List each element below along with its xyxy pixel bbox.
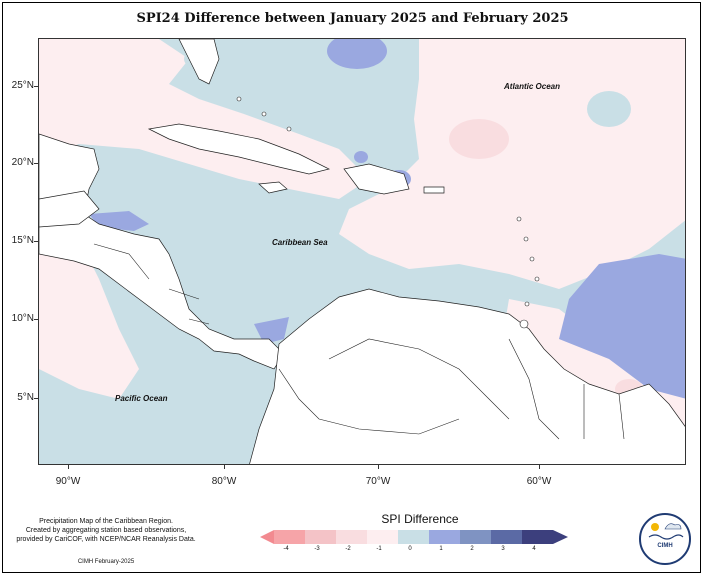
legend-tick-3: -1 bbox=[376, 546, 382, 552]
tick-lat-5 bbox=[34, 398, 38, 399]
land-hispaniola bbox=[343, 163, 410, 195]
legend-bar bbox=[260, 530, 568, 544]
spi-map bbox=[38, 38, 686, 465]
land-florida bbox=[178, 39, 220, 85]
legend-tick-2: -2 bbox=[345, 546, 351, 552]
map-title: SPI24 Difference between January 2025 an… bbox=[136, 11, 569, 26]
zone-positive-atlantic-east bbox=[559, 254, 685, 399]
border-suriname bbox=[583, 384, 625, 440]
land-bahamas-3 bbox=[286, 126, 292, 132]
land-lesser-antilles-4 bbox=[534, 276, 540, 282]
lat-label-10: 10°N bbox=[11, 313, 34, 324]
zone-positive-north bbox=[327, 39, 387, 69]
lon-label-80: 80°W bbox=[211, 476, 237, 487]
map-canvas bbox=[39, 39, 685, 464]
land-lesser-antilles-3 bbox=[529, 256, 535, 262]
legend-arrow-left bbox=[260, 530, 274, 544]
land-bahamas-2 bbox=[261, 111, 267, 117]
zone-positive-cuba bbox=[354, 151, 368, 163]
map-description: Precipitation Map of the Caribbean Regio… bbox=[8, 517, 204, 544]
legend-swatch-4 bbox=[398, 530, 429, 544]
lat-label-25: 25°N bbox=[11, 80, 34, 91]
tick-lon-60 bbox=[539, 465, 540, 469]
legend-tick-5: 1 bbox=[439, 546, 443, 552]
legend-swatch-1 bbox=[305, 530, 336, 544]
legend-tick-4: 0 bbox=[408, 546, 412, 552]
legend-tick-0: -4 bbox=[283, 546, 289, 552]
lon-label-70: 70°W bbox=[365, 476, 391, 487]
legend-tick-6: 2 bbox=[470, 546, 474, 552]
land-bahamas-1 bbox=[236, 96, 242, 102]
zone-pos-3 bbox=[181, 169, 217, 189]
legend-swatch-3 bbox=[367, 530, 398, 544]
legend-swatch-2 bbox=[336, 530, 367, 544]
legend-title: SPI Difference bbox=[381, 512, 459, 526]
border-colombia bbox=[278, 368, 460, 435]
cimh-logo: CIMH bbox=[639, 513, 691, 565]
land-lesser-antilles-5 bbox=[524, 301, 530, 307]
land-south-america bbox=[249, 288, 685, 464]
zone-negative-mexico bbox=[39, 224, 139, 399]
tick-lat-20 bbox=[34, 163, 38, 164]
zone-negative-patch-1 bbox=[449, 119, 509, 159]
land-puerto-rico bbox=[423, 186, 445, 194]
logo-emblem-icon bbox=[648, 523, 684, 540]
zone-positive-panama bbox=[254, 317, 289, 344]
tick-lat-10 bbox=[34, 319, 38, 320]
land-lesser-antilles-1 bbox=[516, 216, 522, 222]
legend-swatch-0 bbox=[274, 530, 305, 544]
lat-label-20: 20°N bbox=[11, 157, 34, 168]
legend-tick-1: -3 bbox=[314, 546, 320, 552]
label-caribbean-sea: Caribbean Sea bbox=[272, 238, 328, 247]
note-line-2: Created by aggregating station based obs… bbox=[25, 527, 187, 534]
border-central bbox=[93, 243, 210, 325]
border-venezuela bbox=[328, 338, 510, 420]
border-guyana bbox=[508, 338, 560, 440]
legend-swatch-7 bbox=[491, 530, 522, 544]
lat-label-5: 5°N bbox=[17, 392, 34, 403]
land-lesser-antilles-2 bbox=[523, 236, 529, 242]
legend-swatch-8 bbox=[522, 530, 553, 544]
legend-tick-8: 4 bbox=[532, 546, 536, 552]
note-line-3: provided by CariCOF, with NCEP/NCAR Rean… bbox=[16, 536, 196, 543]
legend-tick-7: 3 bbox=[501, 546, 505, 552]
lat-label-15: 15°N bbox=[11, 235, 34, 246]
land-yucatan bbox=[39, 190, 100, 228]
lon-label-90: 90°W bbox=[55, 476, 81, 487]
zone-pos-2 bbox=[587, 91, 631, 127]
land-trinidad bbox=[519, 319, 529, 329]
lon-label-60: 60°W bbox=[526, 476, 552, 487]
legend-colorbar bbox=[260, 530, 570, 560]
land-jamaica bbox=[258, 181, 288, 194]
tick-lon-90 bbox=[68, 465, 69, 469]
tick-lon-70 bbox=[378, 465, 379, 469]
label-pacific-ocean: Pacific Ocean bbox=[115, 394, 168, 403]
land-cuba bbox=[147, 123, 331, 175]
tick-lat-15 bbox=[34, 241, 38, 242]
logo-text: CIMH bbox=[657, 543, 673, 549]
legend-swatch-5 bbox=[429, 530, 460, 544]
legend-arrow-right bbox=[553, 530, 568, 544]
tick-lat-25 bbox=[34, 86, 38, 87]
tick-lon-80 bbox=[224, 465, 225, 469]
label-atlantic-ocean: Atlantic Ocean bbox=[504, 82, 561, 91]
note-line-1: Precipitation Map of the Caribbean Regio… bbox=[39, 518, 173, 525]
legend-swatch-6 bbox=[460, 530, 491, 544]
map-credit: CIMH February-2025 bbox=[77, 559, 135, 565]
